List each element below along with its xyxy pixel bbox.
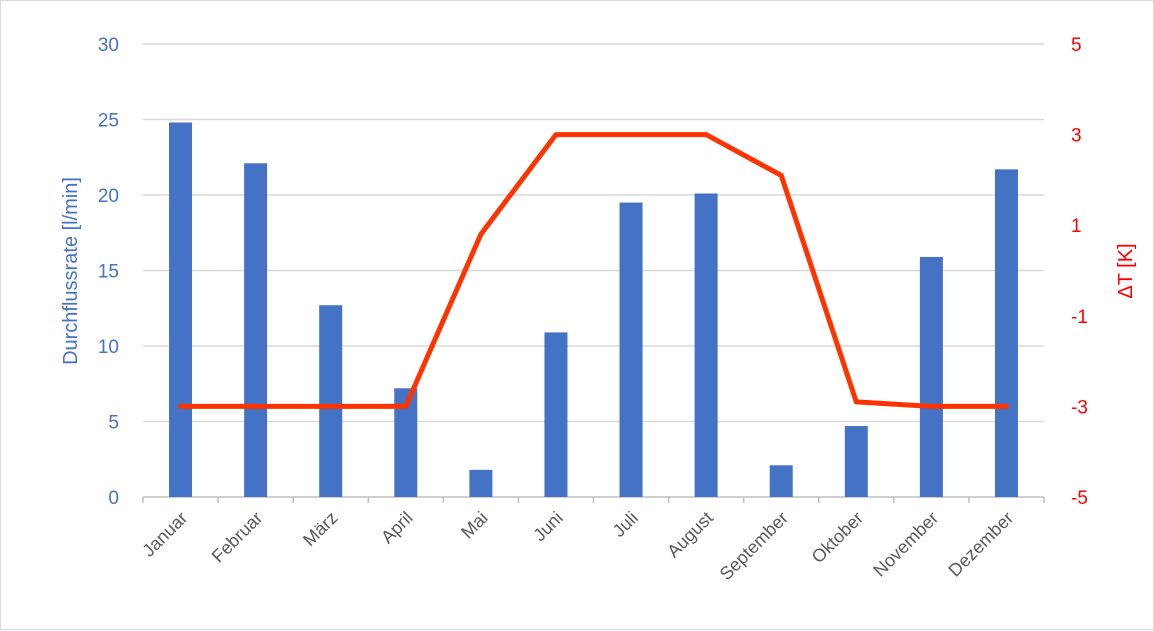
x-tick-label: Februar xyxy=(208,508,267,567)
y-tick-label-left: 10 xyxy=(98,337,119,358)
y-tick-label-left: 0 xyxy=(108,488,119,509)
bar xyxy=(845,426,868,497)
y-tick-label-right: -3 xyxy=(1071,397,1088,418)
x-tick-label: Oktober xyxy=(808,508,867,567)
y-axis-title-right: ΔT [K] xyxy=(1115,243,1137,298)
bar xyxy=(319,305,342,497)
bar xyxy=(244,163,267,497)
y-tick-label-left: 5 xyxy=(108,413,119,434)
y-axis-title-left: Durchflussrate [l/min] xyxy=(60,177,82,365)
y-tick-label-right: -1 xyxy=(1071,307,1088,328)
bar xyxy=(544,332,567,497)
bar xyxy=(620,203,643,497)
y-tick-label-left: 25 xyxy=(98,111,119,132)
x-tick-label: November xyxy=(869,508,942,581)
x-tick-label: Dezember xyxy=(944,508,1017,581)
x-tick-label: Mai xyxy=(457,508,492,543)
bar xyxy=(995,169,1018,497)
y-tick-label-left: 15 xyxy=(98,262,119,283)
y-tick-label-right: 3 xyxy=(1071,126,1082,147)
x-tick-label: Juli xyxy=(609,508,642,541)
x-tick-label: März xyxy=(299,508,341,550)
bar xyxy=(695,193,718,497)
x-tick-label: Juni xyxy=(529,508,566,545)
x-tick-label: August xyxy=(663,508,717,562)
bar xyxy=(770,465,793,497)
x-tick-label: April xyxy=(377,508,417,548)
y-tick-label-left: 30 xyxy=(98,35,119,56)
y-tick-label-right: 1 xyxy=(1071,216,1082,237)
y-tick-label-right: 5 xyxy=(1071,35,1082,56)
y-tick-label-right: -5 xyxy=(1071,488,1088,509)
bar xyxy=(169,123,192,497)
bar xyxy=(469,470,492,497)
x-tick-label: September xyxy=(716,508,792,584)
bar xyxy=(920,257,943,497)
y-tick-label-left: 20 xyxy=(98,186,119,207)
x-tick-label: Januar xyxy=(138,508,191,561)
